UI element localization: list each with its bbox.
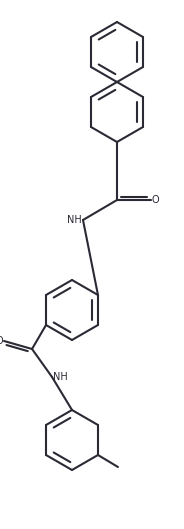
Text: NH: NH [53, 372, 68, 382]
Text: O: O [0, 336, 3, 346]
Text: O: O [152, 195, 160, 205]
Text: NH: NH [67, 215, 82, 225]
